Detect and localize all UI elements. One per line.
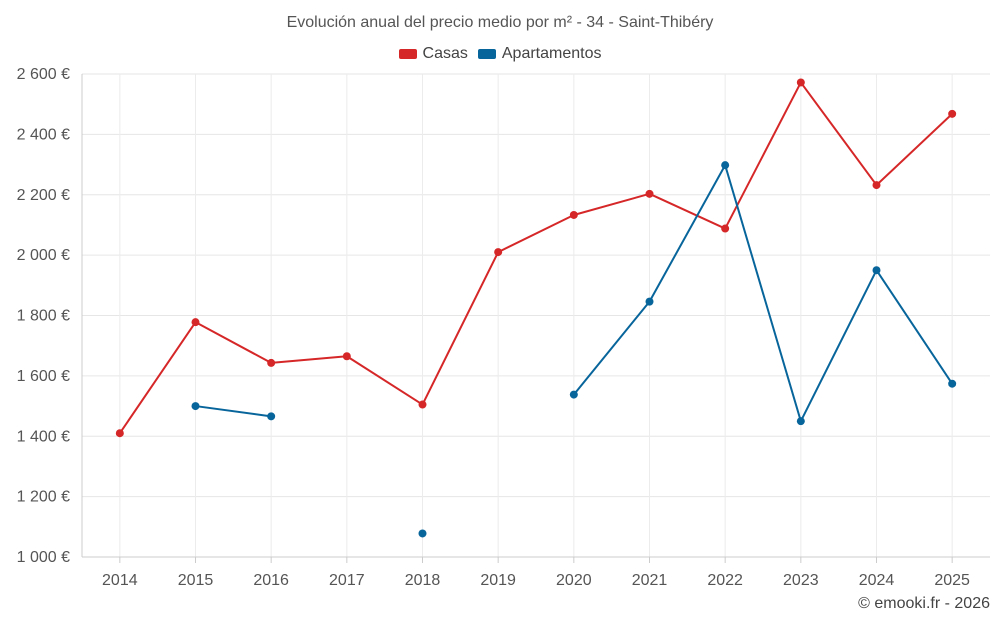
x-tick-label: 2021	[632, 572, 668, 589]
x-tick-label: 2019	[480, 572, 516, 589]
y-tick-label: 2 200 €	[17, 187, 70, 204]
x-tick-label: 2024	[859, 572, 895, 589]
y-tick-label: 1 400 €	[17, 428, 70, 445]
legend: Casas Apartamentos	[0, 45, 1000, 63]
data-point-casas[interactable]	[418, 400, 427, 409]
x-tick-label: 2023	[783, 572, 819, 589]
data-point-apartamentos[interactable]	[796, 417, 805, 426]
data-point-casas[interactable]	[267, 358, 276, 367]
data-point-apartamentos[interactable]	[267, 412, 276, 421]
data-point-casas[interactable]	[494, 248, 503, 257]
data-point-casas[interactable]	[342, 352, 351, 361]
y-tick-label: 1 200 €	[17, 489, 70, 506]
x-tick-label: 2017	[329, 572, 365, 589]
data-point-apartamentos[interactable]	[721, 161, 730, 170]
x-tick-label: 2015	[178, 572, 214, 589]
legend-item-casas[interactable]: Casas	[398, 45, 468, 63]
legend-label-casas: Casas	[422, 45, 468, 62]
x-tick-label: 2014	[102, 572, 138, 589]
y-tick-label: 2 400 €	[17, 126, 70, 143]
x-tick-label: 2018	[405, 572, 441, 589]
y-tick-label: 1 800 €	[17, 308, 70, 325]
legend-swatch-casas	[398, 49, 417, 59]
data-point-apartamentos[interactable]	[569, 390, 578, 399]
series-line-casas	[119, 81, 953, 434]
x-tick-label: 2016	[253, 572, 289, 589]
data-point-apartamentos[interactable]	[418, 529, 427, 538]
data-point-casas[interactable]	[948, 109, 957, 118]
chart-title: Evolución anual del precio medio por m² …	[286, 14, 714, 31]
legend-item-apartamentos[interactable]: Apartamentos	[477, 45, 602, 63]
series-line-apartamentos	[573, 164, 953, 423]
data-point-apartamentos[interactable]	[948, 379, 957, 388]
legend-label-apartamentos: Apartamentos	[501, 45, 602, 62]
x-tick-label: 2025	[934, 572, 970, 589]
x-tick-label: 2022	[707, 572, 743, 589]
y-tick-label: 1 000 €	[17, 549, 70, 566]
data-point-casas[interactable]	[645, 189, 654, 198]
data-point-casas[interactable]	[872, 181, 881, 190]
series-line-apartamentos	[195, 405, 272, 418]
y-tick-label: 2 000 €	[17, 247, 70, 264]
data-point-casas[interactable]	[721, 224, 730, 233]
data-point-casas[interactable]	[191, 318, 200, 327]
credit-text: © emooki.fr - 2026	[858, 595, 990, 612]
data-point-casas[interactable]	[569, 210, 578, 219]
data-point-apartamentos[interactable]	[645, 297, 654, 306]
x-tick-label: 2020	[556, 572, 592, 589]
data-point-apartamentos[interactable]	[872, 266, 881, 275]
y-tick-label: 1 600 €	[17, 368, 70, 385]
data-point-casas[interactable]	[115, 429, 124, 438]
y-tick-label: 2 600 €	[17, 66, 70, 83]
data-point-apartamentos[interactable]	[191, 402, 200, 411]
legend-swatch-apartamentos	[477, 49, 496, 59]
data-point-casas[interactable]	[796, 78, 805, 87]
